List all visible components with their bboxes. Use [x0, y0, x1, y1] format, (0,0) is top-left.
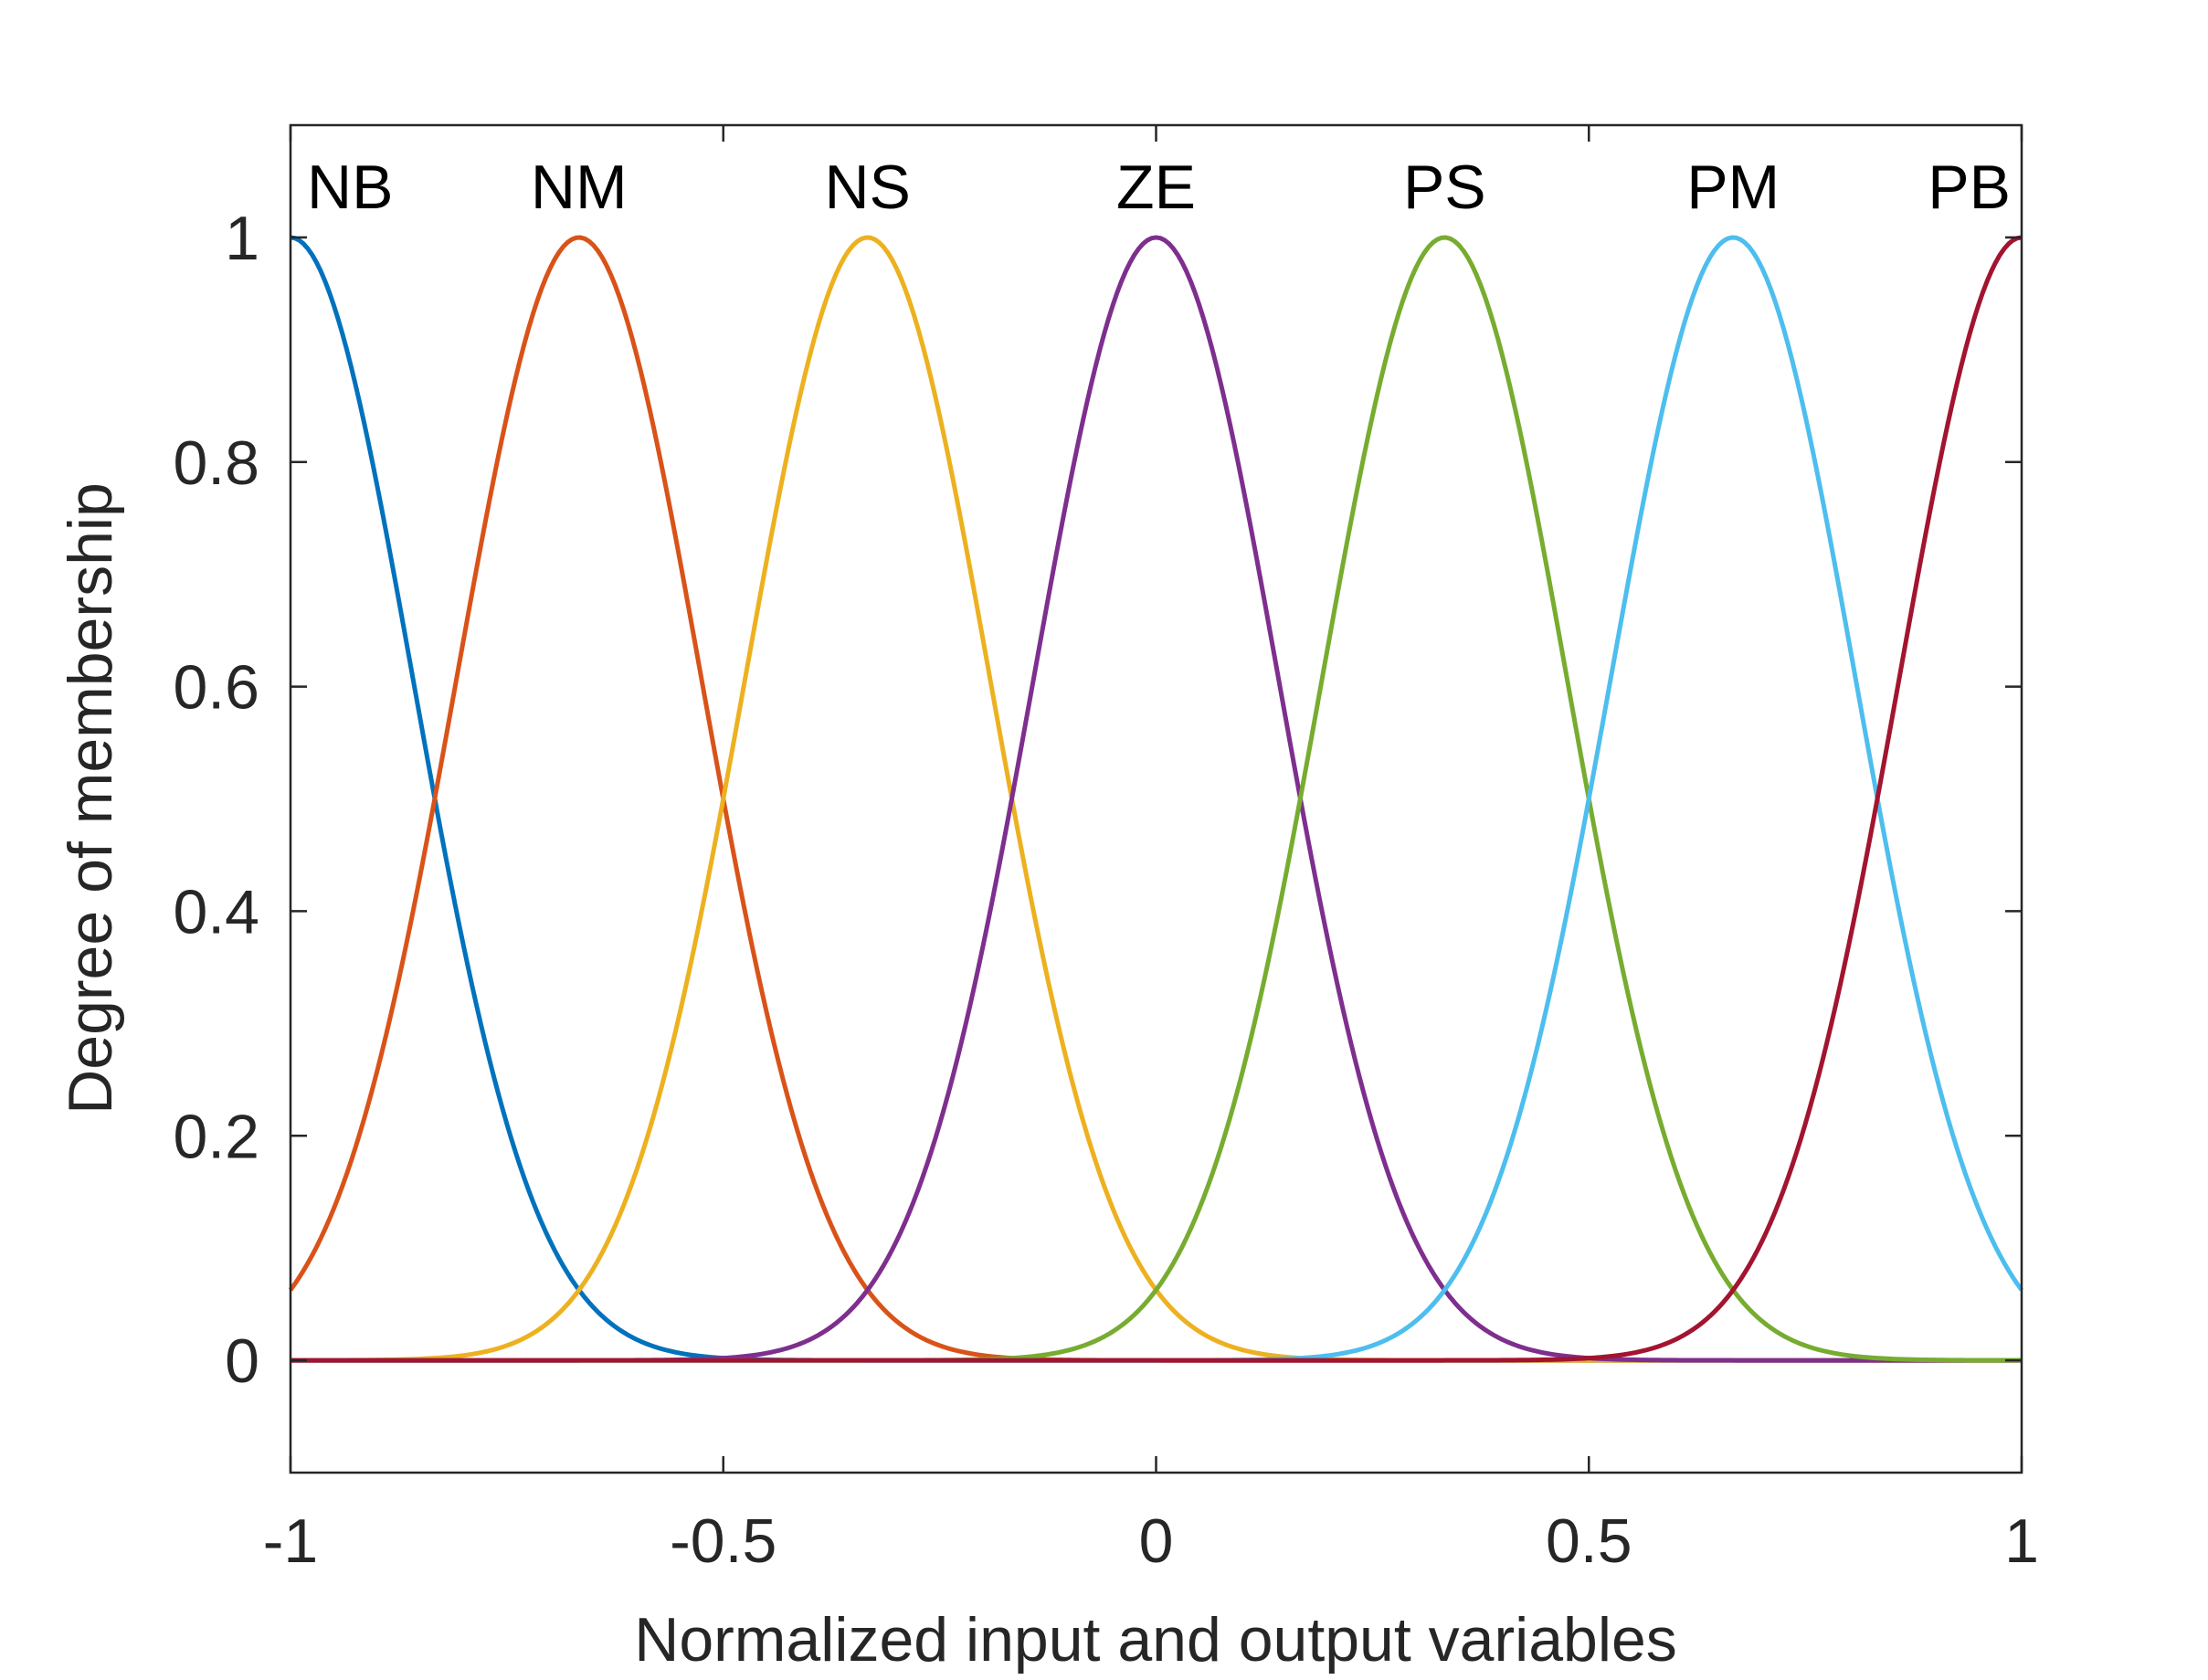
- tick-labels-group: -1 -0.5 0 0.5 1 0 0.2 0.4 0.6 0.8 1: [173, 204, 2038, 1576]
- x-tick-label: 0: [1139, 1506, 1174, 1576]
- series-pb-line: [291, 235, 2023, 1363]
- mf-labels-group: NB NM NS ZE PS PM PB: [307, 153, 2011, 222]
- y-axis-label: Degree of membership: [56, 482, 125, 1115]
- curves-group: [288, 235, 2024, 1363]
- label-ze: ZE: [1116, 153, 1196, 222]
- x-tick-label: 1: [2004, 1506, 2039, 1576]
- y-tick-label: 0.2: [173, 1102, 259, 1171]
- y-tick-label: 0.6: [173, 653, 259, 723]
- y-tick-label: 1: [225, 204, 259, 273]
- x-tick-label: 0.5: [1546, 1506, 1632, 1576]
- label-nb: NB: [307, 153, 393, 222]
- x-axis-label: Normalized input and output variables: [634, 1605, 1677, 1675]
- label-pb: PB: [1928, 153, 2011, 222]
- label-ps: PS: [1403, 153, 1486, 222]
- x-tick-label: -0.5: [670, 1506, 776, 1576]
- ticks-group: [289, 125, 2023, 1473]
- label-ns: NS: [824, 153, 910, 222]
- x-tick-label: -1: [263, 1506, 318, 1576]
- label-pm: PM: [1686, 153, 1780, 222]
- plot-background: [291, 125, 2022, 1473]
- y-tick-label: 0.4: [173, 877, 259, 946]
- y-tick-label: 0: [225, 1326, 259, 1396]
- label-nm: NM: [531, 153, 628, 222]
- y-tick-label: 0.8: [173, 428, 259, 498]
